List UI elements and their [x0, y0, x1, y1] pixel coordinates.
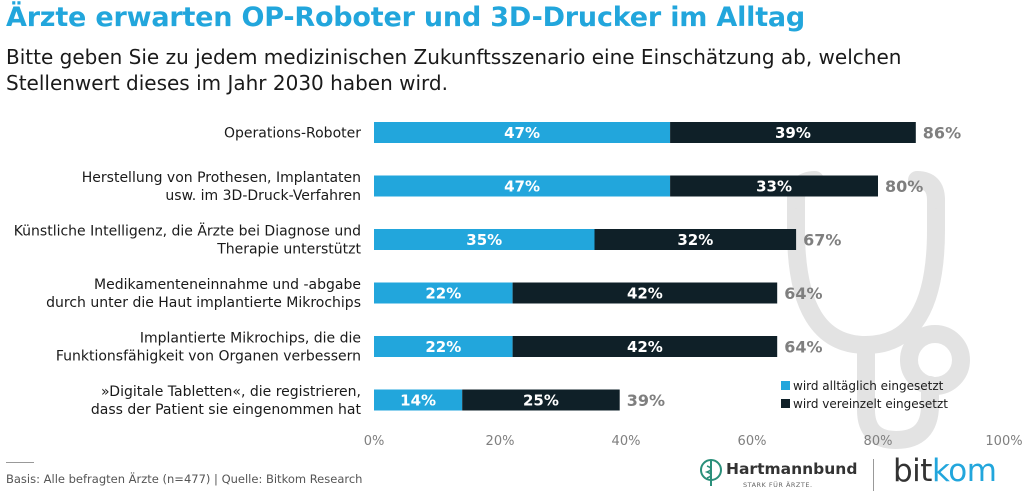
bar-value-label: 22% [425, 338, 461, 356]
category-label: Herstellung von Prothesen, Implantaten us… [82, 170, 361, 204]
bar-segment-alltaeglich [374, 336, 513, 357]
x-tick-label: 40% [612, 434, 641, 449]
bar-segment-vereinzelt [512, 282, 778, 304]
bar-value-label: 25% [523, 392, 559, 410]
bar-segment-vereinzelt [670, 175, 878, 197]
legend-label: wird alltäglich eingesetzt [793, 379, 944, 393]
x-tick-label: 0% [364, 434, 385, 449]
bar-segment-alltaeglich [374, 229, 595, 250]
bar-value-label: 47% [504, 124, 540, 142]
bar-segment-alltaeglich [374, 175, 671, 197]
x-axis: 0% 20% 40% 60% 80% 100% [364, 434, 1023, 449]
caduceus-icon [700, 459, 722, 486]
bar-segment-alltaeglich [374, 389, 463, 411]
legend-swatch [781, 399, 790, 408]
hartmannbund-logo: Hartmannbund STARK FÜR ÄRZTE. [700, 458, 860, 492]
x-tick-label: 20% [486, 434, 515, 449]
legend-label: wird vereinzelt eingesetzt [793, 397, 948, 411]
bitkom-logo-bit: bit [893, 453, 932, 489]
bar-value-label: 42% [627, 338, 663, 356]
bar-total-label: 86% [923, 124, 961, 143]
category-label: Künstliche Intelligenz, die Ärzte bei Di… [14, 222, 362, 258]
category-label: Medikamenteneinnahme und -abgabe durch un… [46, 277, 361, 311]
legend: wird alltäglich eingesetzt wird vereinzel… [781, 379, 948, 411]
bar-segment-vereinzelt [512, 336, 778, 357]
bitkom-logo-kom: kom [931, 453, 997, 489]
bar-segment-vereinzelt [462, 389, 620, 411]
bar-total-label: 64% [784, 284, 822, 303]
bar-segment-vereinzelt [594, 229, 797, 250]
bar-value-label: 33% [756, 178, 792, 196]
stacked-bar-chart: Operations-Roboter 47% 39% 86% Herstellung v… [14, 122, 1023, 450]
bar-value-label: 39% [775, 124, 811, 142]
footer-divider [6, 462, 34, 463]
bar-segment-alltaeglich [374, 122, 671, 143]
category-label: »Digitale Tabletten«, die registrieren, d… [91, 384, 362, 418]
bar-total-label: 64% [784, 338, 822, 357]
category-label: Implantierte Mikrochips, die die Funktion… [56, 331, 361, 365]
source-note: Basis: Alle befragten Ärzte (n=477) | Qu… [6, 472, 363, 486]
category-label: Operations-Roboter [224, 126, 361, 142]
bar-value-label: 22% [425, 285, 461, 303]
bitkom-logo: bitkom [893, 453, 997, 489]
chart-title: Ärzte erwarten OP-Roboter und 3D-Drucker… [6, 2, 806, 33]
hartmannbund-name: Hartmannbund [726, 460, 858, 478]
chart-subtitle: Bitte geben Sie zu jedem medizinischen Z… [6, 45, 902, 95]
bar-value-label: 32% [677, 231, 713, 249]
x-tick-label: 60% [738, 434, 767, 449]
x-tick-label: 80% [864, 434, 893, 449]
hartmannbund-tagline: STARK FÜR ÄRZTE. [743, 481, 813, 489]
bar-value-label: 42% [627, 285, 663, 303]
bar-total-label: 80% [885, 177, 923, 196]
bar-value-label: 47% [504, 178, 540, 196]
bars-layer: Operations-Roboter 47% 39% 86% Herstellung v… [14, 122, 961, 418]
bar-value-label: 14% [400, 392, 436, 410]
bar-total-label: 39% [627, 391, 665, 410]
bar-total-label: 67% [803, 231, 841, 250]
bar-value-label: 35% [466, 231, 502, 249]
bar-segment-vereinzelt [670, 122, 916, 143]
stethoscope-watermark-icon [787, 171, 970, 450]
legend-swatch [781, 381, 790, 390]
logo-divider [873, 459, 874, 491]
x-tick-label: 100% [985, 434, 1022, 449]
bar-segment-alltaeglich [374, 282, 513, 304]
